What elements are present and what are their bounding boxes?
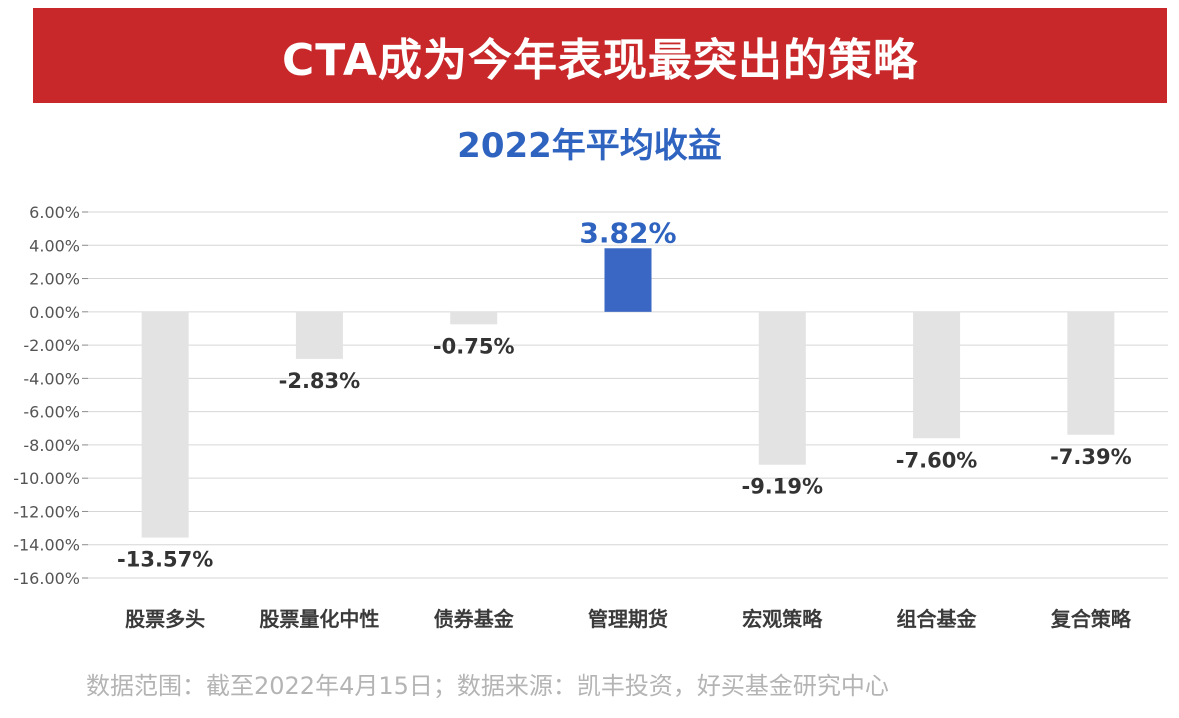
y-tick-label: -14.00% bbox=[13, 536, 80, 555]
data-label: -9.19% bbox=[741, 475, 823, 499]
title-banner: CTA成为今年表现最突出的策略 bbox=[33, 8, 1167, 103]
y-tick-label: -8.00% bbox=[23, 436, 80, 455]
bar bbox=[604, 248, 652, 312]
y-tick-label: -4.00% bbox=[23, 369, 80, 388]
category-label: 股票量化中性 bbox=[259, 607, 379, 631]
bar bbox=[295, 311, 343, 359]
y-tick-label: -16.00% bbox=[13, 569, 80, 588]
category-label: 复合策略 bbox=[1050, 607, 1132, 631]
category-label: 股票多头 bbox=[125, 607, 205, 631]
y-tick-label: -10.00% bbox=[13, 469, 80, 488]
category-label: 宏观策略 bbox=[742, 607, 823, 631]
data-label: -13.57% bbox=[117, 548, 213, 572]
chart-title: 2022年平均收益 bbox=[457, 126, 722, 166]
y-tick-label: -2.00% bbox=[23, 336, 80, 355]
category-label: 组合基金 bbox=[897, 607, 978, 631]
data-label: -7.39% bbox=[1050, 445, 1132, 469]
page-title: CTA成为今年表现最突出的策略 bbox=[282, 34, 918, 86]
data-label: -0.75% bbox=[433, 334, 515, 358]
category-label: 管理期货 bbox=[588, 607, 668, 631]
source-note: 数据范围：截至2022年4月15日；数据来源：凯丰投资，好买基金研究中心 bbox=[86, 672, 889, 700]
bar bbox=[450, 311, 498, 325]
y-tick-label: 4.00% bbox=[29, 236, 80, 255]
bar bbox=[141, 311, 189, 538]
data-label: 3.82% bbox=[579, 216, 676, 249]
y-tick-label: -12.00% bbox=[13, 502, 80, 521]
y-tick-label: -6.00% bbox=[23, 403, 80, 422]
bar bbox=[758, 311, 806, 465]
data-label: -7.60% bbox=[896, 448, 978, 472]
data-label: -2.83% bbox=[279, 369, 361, 393]
y-tick-label: 2.00% bbox=[29, 270, 80, 289]
y-tick-label: 0.00% bbox=[29, 303, 80, 322]
category-label: 债券基金 bbox=[434, 607, 515, 631]
y-tick-label: 6.00% bbox=[29, 203, 80, 222]
bar bbox=[1067, 311, 1115, 435]
bar bbox=[913, 311, 961, 439]
